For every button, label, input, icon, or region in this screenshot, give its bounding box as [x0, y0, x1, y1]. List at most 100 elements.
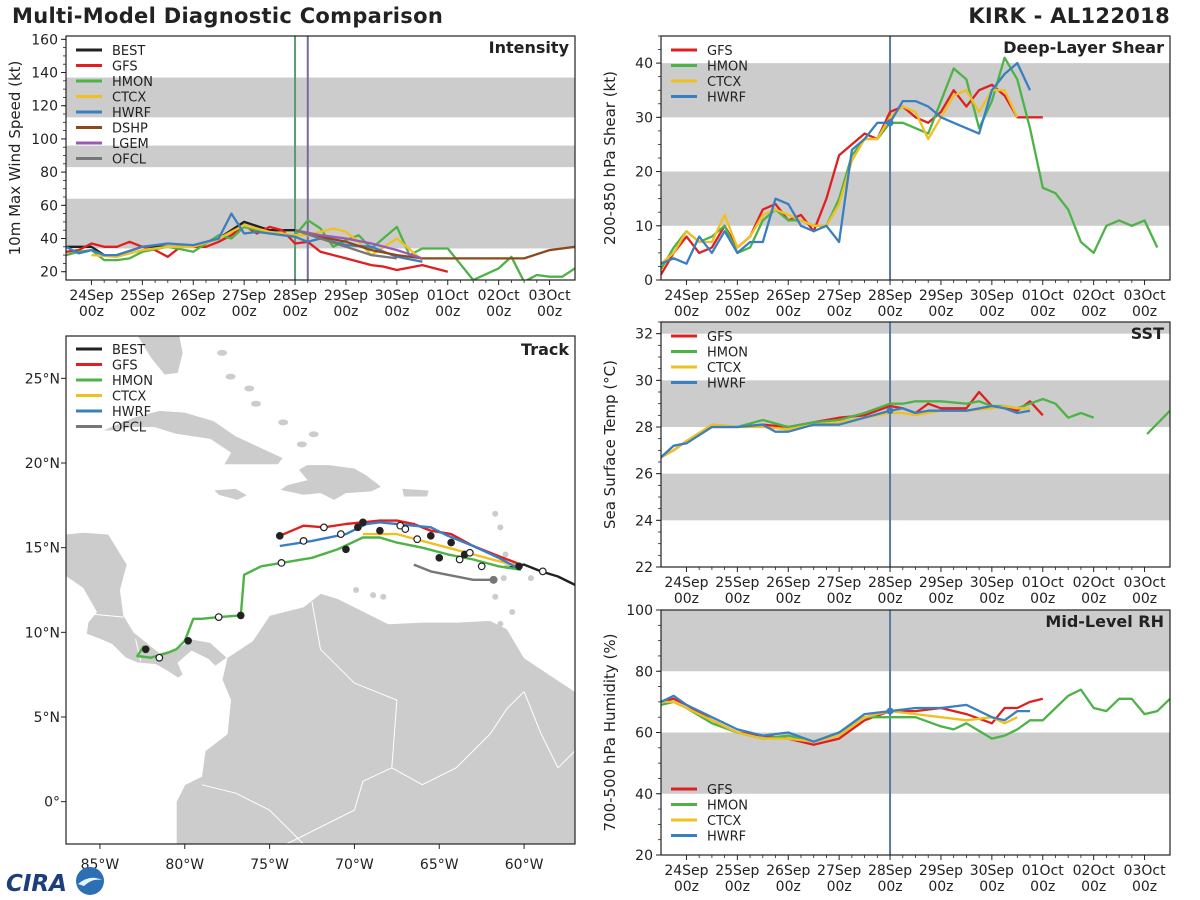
x-tick-label-hour: 00z [1132, 304, 1157, 320]
shaded-band [66, 145, 575, 168]
x-tick-label-hour: 00z [1081, 879, 1106, 895]
x-tick-label-date: 03Oct [529, 288, 572, 304]
land-lesser-antilles-island [509, 609, 516, 616]
x-tick-label-hour: 00z [232, 304, 257, 320]
x-tick-label-hour: 00z [674, 304, 699, 320]
y-tick-label: 40 [635, 56, 653, 72]
legend-label-lgem: LGEM [112, 137, 149, 152]
x-tick-label-hour: 00z [537, 304, 562, 320]
y-tick-label: 26 [635, 467, 653, 483]
panel-inner [66, 36, 575, 280]
x-tick-label-date: 29Sep [324, 288, 368, 304]
legend-label-hwrf: HWRF [112, 405, 151, 420]
x-tick-label-date: 25Sep [120, 288, 164, 304]
country-border [88, 613, 124, 618]
x-tick-label-hour: 00z [877, 879, 902, 895]
x-tick-label-date: 02Oct [1073, 863, 1116, 879]
series-line-hwrf [661, 61, 1032, 265]
track-marker-filled [426, 532, 435, 540]
y-tick-label: 24 [635, 513, 653, 529]
series-line-hmon [1146, 409, 1170, 435]
track-marker-open [413, 535, 422, 544]
x-tick-label-hour: 00z [725, 591, 750, 607]
track-marker-open [401, 525, 410, 533]
y-tick-label: 15°N [25, 541, 60, 557]
x-tick-label-date: 28Sep [868, 575, 912, 591]
land-bahamas-island [251, 400, 262, 407]
land-bahamas-island [225, 373, 236, 380]
y-tick-label: 22 [635, 560, 653, 576]
shaded-band [66, 198, 575, 249]
track-marker-open [155, 653, 164, 662]
x-tick-label-hour: 00z [1081, 591, 1106, 607]
x-tick-label-date: 01Oct [427, 288, 470, 304]
panel-sst: 22242628303224Sep00z25Sep00z26Sep00z27Se… [601, 321, 1171, 607]
legend-label-gfs: GFS [707, 783, 733, 798]
x-tick-label-date: 01Oct [1022, 575, 1065, 591]
x-tick-label-hour: 00z [776, 304, 801, 320]
track-marker-filled [184, 637, 192, 645]
x-tick-label-hour: 00z [827, 304, 852, 320]
x-tick-label-date: 29Sep [919, 288, 963, 304]
page-title: Multi-Model Diagnostic Comparison [12, 4, 444, 28]
series-line-gfs [66, 224, 449, 273]
x-tick-label-hour: 00z [725, 879, 750, 895]
shaded-band [661, 473, 1170, 521]
x-tick-label-hour: 00z [1030, 591, 1055, 607]
track-marker-ofcl [489, 575, 498, 584]
legend-label-hwrf: HWRF [707, 91, 746, 106]
x-tick-label-date: 26Sep [766, 863, 810, 879]
x-tick-label: 70°W [335, 857, 374, 873]
land-cuba [101, 410, 284, 466]
land-lesser-antilles-island [527, 575, 534, 582]
x-tick-label-date: 24Sep [664, 863, 708, 879]
land-bahamas-island [278, 419, 289, 426]
cira-logo-text: CIRA [6, 871, 67, 897]
shaded-band [661, 610, 1170, 672]
y-tick-label: 20°N [25, 456, 60, 472]
legend-label-best: BEST [112, 343, 145, 358]
land-hispaniola [278, 464, 383, 501]
panel-track: 85°W 80°W 75°W 70°W 65°W 60°W0°5°N10°N15°N20°… [25, 335, 576, 873]
country-border [523, 691, 559, 769]
y-tick-label: 80 [635, 664, 653, 680]
legend-label-gfs: GFS [112, 359, 138, 374]
track-marker-open [455, 555, 464, 564]
track-marker-filled [275, 532, 284, 540]
land-florida [136, 336, 184, 376]
x-tick-label-date: 25Sep [715, 863, 759, 879]
x-tick-label-date: 29Sep [919, 575, 963, 591]
legend-label-ctcx: CTCX [112, 91, 146, 106]
land-lesser-antilles-island [370, 592, 377, 599]
track-marker-open [538, 567, 547, 576]
panel-inner [661, 610, 1170, 855]
panel-frame [65, 335, 576, 845]
legend-label-hmon: HMON [707, 60, 748, 75]
shaded-band [661, 63, 1170, 118]
shaded-band [66, 77, 575, 118]
legend-label-hwrf: HWRF [707, 830, 746, 845]
series-line-hmon [661, 56, 1159, 270]
x-tick-label-date: 26Sep [171, 288, 215, 304]
y-axis-label: 10m Max Wind Speed (kt) [6, 61, 24, 256]
y-axis-label: 200-850 hPa Shear (kt) [601, 71, 619, 245]
land-lesser-antilles-island [497, 524, 504, 531]
x-tick-label-date: 30Sep [970, 575, 1014, 591]
x-tick-label-hour: 00z [979, 304, 1004, 320]
land-lesser-antilles-island [502, 551, 509, 558]
x-tick-label-hour: 00z [1132, 879, 1157, 895]
panel-inner [661, 36, 1170, 280]
x-tick-label-date: 03Oct [1124, 575, 1167, 591]
y-tick-label: 120 [31, 99, 58, 115]
country-border [286, 601, 398, 844]
panel-title: SST [1131, 324, 1164, 343]
land-central-america [66, 531, 228, 679]
x-tick-label-hour: 00z [776, 879, 801, 895]
x-tick-label-date: 27Sep [817, 575, 861, 591]
x-tick-label-hour: 00z [674, 591, 699, 607]
y-tick-label: 20 [635, 848, 653, 864]
country-border [391, 691, 525, 786]
x-tick-label: 60°W [505, 857, 544, 873]
x-tick-label-hour: 00z [827, 879, 852, 895]
